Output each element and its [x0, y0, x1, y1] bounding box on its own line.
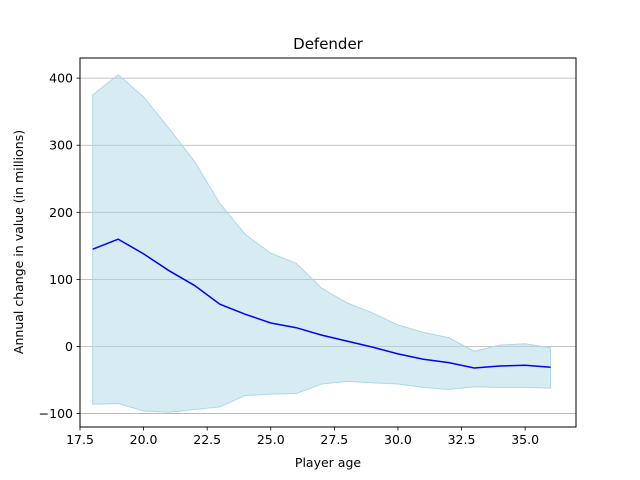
- series-line-0: [92, 238, 551, 369]
- y-axis-ticks: −100 0 100 200 300 400: [39, 71, 80, 421]
- band-area: [92, 74, 552, 413]
- x-tick-label-7: 35.0: [511, 432, 539, 447]
- x-tick-label-2: 22.5: [193, 432, 221, 447]
- y-tick-label-5: 400: [49, 71, 73, 86]
- x-axis-ticks: 17.5 20.0 22.5 25.0 27.5 30.0 32.5 35.0: [66, 427, 539, 447]
- y-tick-label-1: 0: [65, 339, 73, 354]
- x-axis-label: Player age: [295, 455, 361, 470]
- x-tick-label-4: 27.5: [320, 432, 348, 447]
- x-tick-label-5: 30.0: [384, 432, 412, 447]
- chart-title: Defender: [293, 35, 364, 53]
- x-tick-label-1: 20.0: [130, 432, 158, 447]
- plot-frame: [79, 57, 577, 428]
- y-tick-label-3: 200: [49, 205, 73, 220]
- x-tick-label-3: 25.0: [257, 432, 285, 447]
- series-lines: [92, 238, 551, 369]
- y-axis-label: Annual change in value (in millions): [11, 130, 26, 354]
- x-tick-label-6: 32.5: [448, 432, 476, 447]
- y-tick-label-2: 100: [49, 272, 73, 287]
- y-tick-label-0: −100: [39, 406, 73, 421]
- confidence-band: [92, 74, 552, 413]
- y-tick-label-4: 300: [49, 138, 73, 153]
- x-tick-label-0: 17.5: [66, 432, 94, 447]
